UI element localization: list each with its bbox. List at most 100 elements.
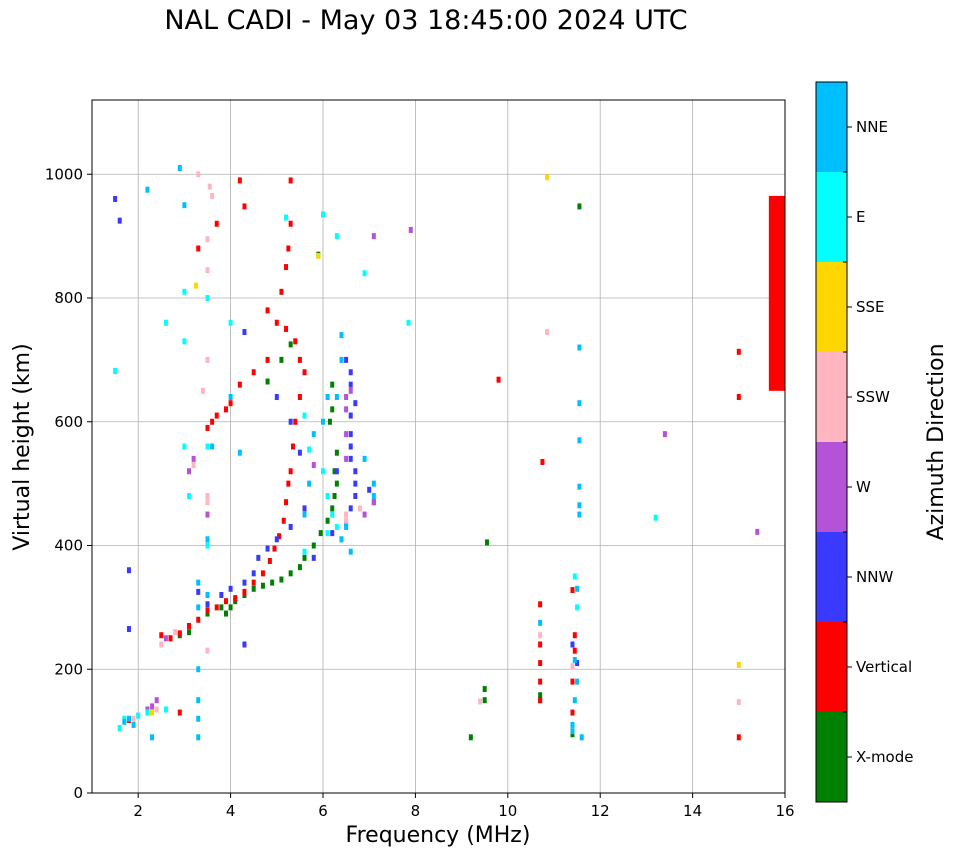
data-point-nnw xyxy=(348,412,353,419)
data-point-nnw xyxy=(353,480,358,487)
data-point-x-mode xyxy=(318,530,323,537)
data-point-nne xyxy=(579,734,584,741)
data-point-x-mode xyxy=(260,582,265,589)
data-point-nnw xyxy=(367,486,372,493)
x-tick-label: 14 xyxy=(683,802,702,820)
data-point-vertical xyxy=(228,400,233,407)
data-point-e xyxy=(406,319,411,326)
data-point-x-mode xyxy=(330,505,335,512)
data-point-e xyxy=(187,493,192,499)
data-point-x-mode xyxy=(311,542,316,549)
data-point-vertical xyxy=(159,632,164,639)
data-point-nnw xyxy=(297,449,302,456)
data-point-vertical xyxy=(288,468,293,475)
data-point-x-mode xyxy=(279,356,284,363)
data-point-vertical xyxy=(572,647,577,654)
data-point-nne xyxy=(339,536,344,543)
data-point-vertical xyxy=(196,245,201,252)
data-point-e xyxy=(228,319,233,326)
data-point-x-mode xyxy=(302,554,307,561)
data-point-e xyxy=(117,725,122,732)
data-point-vertical xyxy=(284,325,289,332)
data-point-vertical xyxy=(251,579,256,586)
data-point-nne xyxy=(577,483,582,490)
data-point-vertical xyxy=(281,517,286,524)
data-point-e xyxy=(205,443,210,450)
data-point-vertical xyxy=(237,177,242,184)
data-point-nne xyxy=(196,604,201,611)
data-point-nnw xyxy=(205,601,210,608)
data-point-vertical xyxy=(237,381,242,388)
colorbar-segment-nne xyxy=(816,82,847,172)
data-point-x-mode xyxy=(332,468,337,475)
data-point-nne xyxy=(572,656,577,663)
data-point-nnw xyxy=(353,400,358,407)
data-point-nnw xyxy=(242,579,247,586)
data-point-x-mode xyxy=(330,381,335,388)
data-point-nnw xyxy=(348,381,353,388)
plot-frame xyxy=(91,99,786,794)
data-point-nne xyxy=(196,715,201,722)
data-point-w xyxy=(408,226,413,233)
data-point-nne xyxy=(572,697,577,704)
data-point-w xyxy=(187,468,192,475)
data-point-nnw xyxy=(330,530,335,537)
data-point-nne xyxy=(311,431,316,438)
colorbar-segment-w xyxy=(816,442,847,532)
data-point-vertical xyxy=(205,424,210,431)
data-point-nne xyxy=(577,400,582,407)
data-point-nnw xyxy=(228,585,233,592)
data-point-w xyxy=(662,431,667,438)
data-point-vertical xyxy=(277,533,282,540)
data-point-nne xyxy=(145,186,150,193)
data-point-e xyxy=(182,443,187,450)
data-point-vertical xyxy=(538,641,543,648)
data-point-nne xyxy=(182,202,187,209)
data-point-e xyxy=(205,295,210,301)
data-point-vertical xyxy=(251,369,256,376)
data-point-w xyxy=(371,499,376,506)
data-point-nne xyxy=(228,394,233,400)
data-point-nnw xyxy=(256,554,261,561)
data-point-ssw xyxy=(173,629,178,636)
data-point-nne xyxy=(122,718,127,725)
colorbar-segment-vertical xyxy=(816,622,847,712)
data-point-sse xyxy=(316,252,321,259)
data-point-nnw xyxy=(353,493,358,499)
data-point-w xyxy=(205,511,210,518)
data-point-vertical xyxy=(538,660,543,667)
data-point-nnw xyxy=(265,545,270,552)
data-point-nne xyxy=(196,579,201,586)
data-point-nnw xyxy=(348,431,353,438)
data-point-vertical xyxy=(302,369,307,376)
data-point-nne xyxy=(577,437,582,444)
data-point-vertical xyxy=(293,338,298,345)
data-point-e xyxy=(575,604,580,611)
data-point-nne xyxy=(570,728,575,735)
x-tick-label: 12 xyxy=(591,802,610,820)
data-point-x-mode xyxy=(187,629,192,636)
data-point-vertical xyxy=(570,709,575,716)
data-point-nne xyxy=(205,592,210,598)
data-point-x-mode xyxy=(270,579,275,586)
data-point-ssw xyxy=(205,267,210,274)
y-tick-label: 0 xyxy=(73,784,83,802)
data-point-e xyxy=(205,542,210,549)
data-point-ssw xyxy=(570,663,575,670)
data-point-vertical xyxy=(260,570,265,577)
data-point-ssw xyxy=(344,517,349,524)
data-point-x-mode xyxy=(482,686,487,693)
data-point-e xyxy=(330,511,335,518)
data-point-ssw xyxy=(357,505,362,512)
data-point-ssw xyxy=(191,462,196,469)
colorbar-segment-sse xyxy=(816,262,847,352)
data-point-vertical xyxy=(214,604,219,611)
data-point-sse xyxy=(545,174,550,181)
data-point-nne xyxy=(339,356,344,363)
data-point-nnw xyxy=(251,570,256,577)
colorbar-segment-e xyxy=(816,172,847,262)
data-point-x-mode xyxy=(205,610,210,617)
colorbar-label-w: W xyxy=(856,478,871,496)
data-point-w xyxy=(344,394,349,400)
data-point-nnw xyxy=(348,369,353,376)
